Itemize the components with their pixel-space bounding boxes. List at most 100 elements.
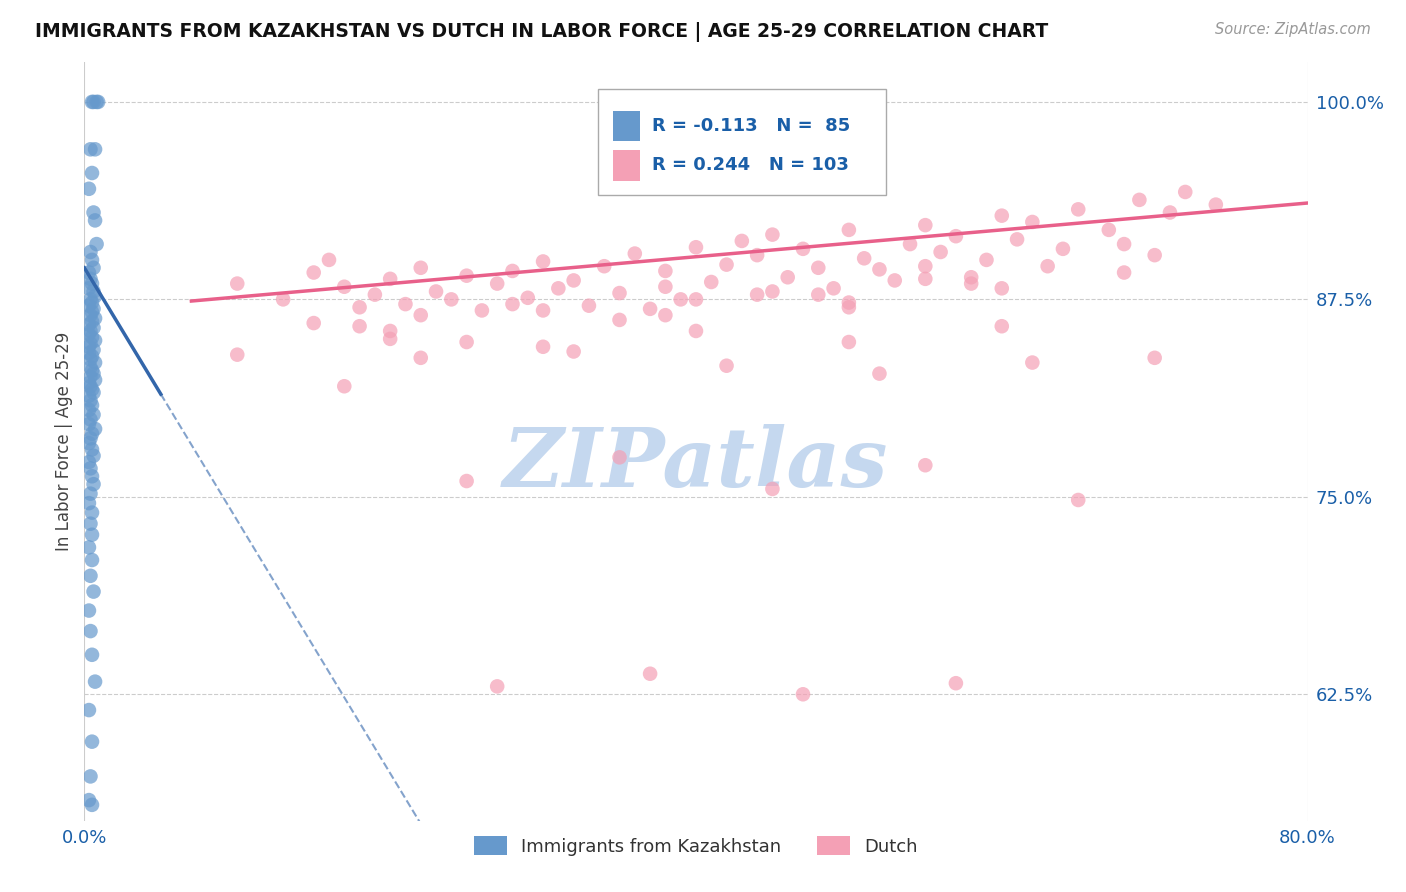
- Point: [84, 289, 107, 303]
- Point: [77, 403, 100, 417]
- Point: [226, 277, 249, 291]
- Point: [83, 320, 105, 334]
- Point: [79, 272, 101, 286]
- Point: [960, 277, 983, 291]
- Point: [80, 398, 103, 412]
- Point: [486, 679, 509, 693]
- Point: [807, 287, 830, 301]
- Point: [79, 516, 101, 531]
- Point: [84, 334, 107, 348]
- Point: [547, 281, 569, 295]
- Text: R = -0.113   N =  85: R = -0.113 N = 85: [652, 117, 851, 135]
- Point: [883, 273, 905, 287]
- Point: [83, 205, 105, 219]
- Point: [349, 319, 371, 334]
- Point: [83, 367, 105, 381]
- Point: [80, 527, 103, 541]
- Point: [80, 305, 103, 319]
- Point: [83, 301, 105, 316]
- Point: [271, 293, 294, 307]
- Point: [83, 343, 105, 357]
- Point: [945, 229, 967, 244]
- Point: [79, 324, 101, 338]
- Point: [80, 506, 103, 520]
- Point: [80, 469, 103, 483]
- Point: [609, 313, 631, 327]
- Point: [609, 450, 631, 465]
- Point: [1205, 197, 1227, 211]
- Point: [79, 461, 101, 475]
- Point: [86, 95, 108, 109]
- Point: [79, 352, 101, 367]
- Bar: [613, 150, 640, 180]
- Point: [976, 252, 998, 267]
- Point: [83, 260, 105, 275]
- Point: [960, 270, 983, 285]
- Point: [79, 142, 101, 156]
- Point: [77, 496, 100, 510]
- Point: [807, 260, 830, 275]
- Point: [914, 458, 936, 473]
- Text: ZIPatlas: ZIPatlas: [503, 425, 889, 504]
- Point: [792, 687, 814, 701]
- Point: [77, 281, 100, 295]
- Point: [84, 142, 107, 156]
- Point: [79, 360, 101, 375]
- Point: [83, 385, 105, 400]
- Point: [991, 319, 1014, 334]
- Point: [1021, 215, 1043, 229]
- Point: [838, 334, 860, 349]
- Point: [80, 95, 103, 109]
- Point: [516, 291, 538, 305]
- Point: [77, 417, 100, 432]
- Point: [761, 227, 783, 242]
- Point: [471, 303, 494, 318]
- Point: [83, 584, 105, 599]
- Point: [1143, 248, 1166, 262]
- Point: [1067, 493, 1090, 508]
- Point: [1114, 237, 1136, 252]
- Point: [685, 293, 707, 307]
- Point: [80, 734, 103, 748]
- Point: [80, 553, 103, 567]
- Point: [79, 244, 101, 259]
- Point: [380, 324, 402, 338]
- Point: [84, 373, 107, 387]
- Point: [1036, 259, 1059, 273]
- Point: [1174, 185, 1197, 199]
- Point: [838, 300, 860, 314]
- Point: [914, 259, 936, 273]
- Point: [685, 324, 707, 338]
- Point: [853, 252, 876, 266]
- Point: [562, 273, 585, 287]
- Point: [1159, 205, 1181, 219]
- Point: [1098, 223, 1121, 237]
- Point: [79, 293, 101, 307]
- Point: [302, 316, 325, 330]
- Point: [486, 277, 509, 291]
- Point: [776, 270, 799, 285]
- Point: [77, 346, 100, 360]
- FancyBboxPatch shape: [598, 89, 886, 195]
- Point: [456, 474, 478, 488]
- Point: [578, 299, 600, 313]
- Point: [83, 477, 105, 491]
- Point: [609, 286, 631, 301]
- Point: [945, 676, 967, 690]
- Point: [318, 252, 340, 267]
- Point: [898, 237, 921, 252]
- Point: [747, 287, 769, 301]
- Point: [531, 254, 554, 268]
- Point: [991, 281, 1014, 295]
- Point: [761, 285, 783, 299]
- Point: [654, 308, 676, 322]
- Point: [1021, 355, 1043, 369]
- Y-axis label: In Labor Force | Age 25-29: In Labor Force | Age 25-29: [55, 332, 73, 551]
- Point: [79, 379, 101, 393]
- Point: [1128, 193, 1150, 207]
- Point: [669, 293, 692, 307]
- Point: [83, 95, 105, 109]
- Point: [333, 279, 356, 293]
- Point: [638, 666, 661, 681]
- Point: [77, 455, 100, 469]
